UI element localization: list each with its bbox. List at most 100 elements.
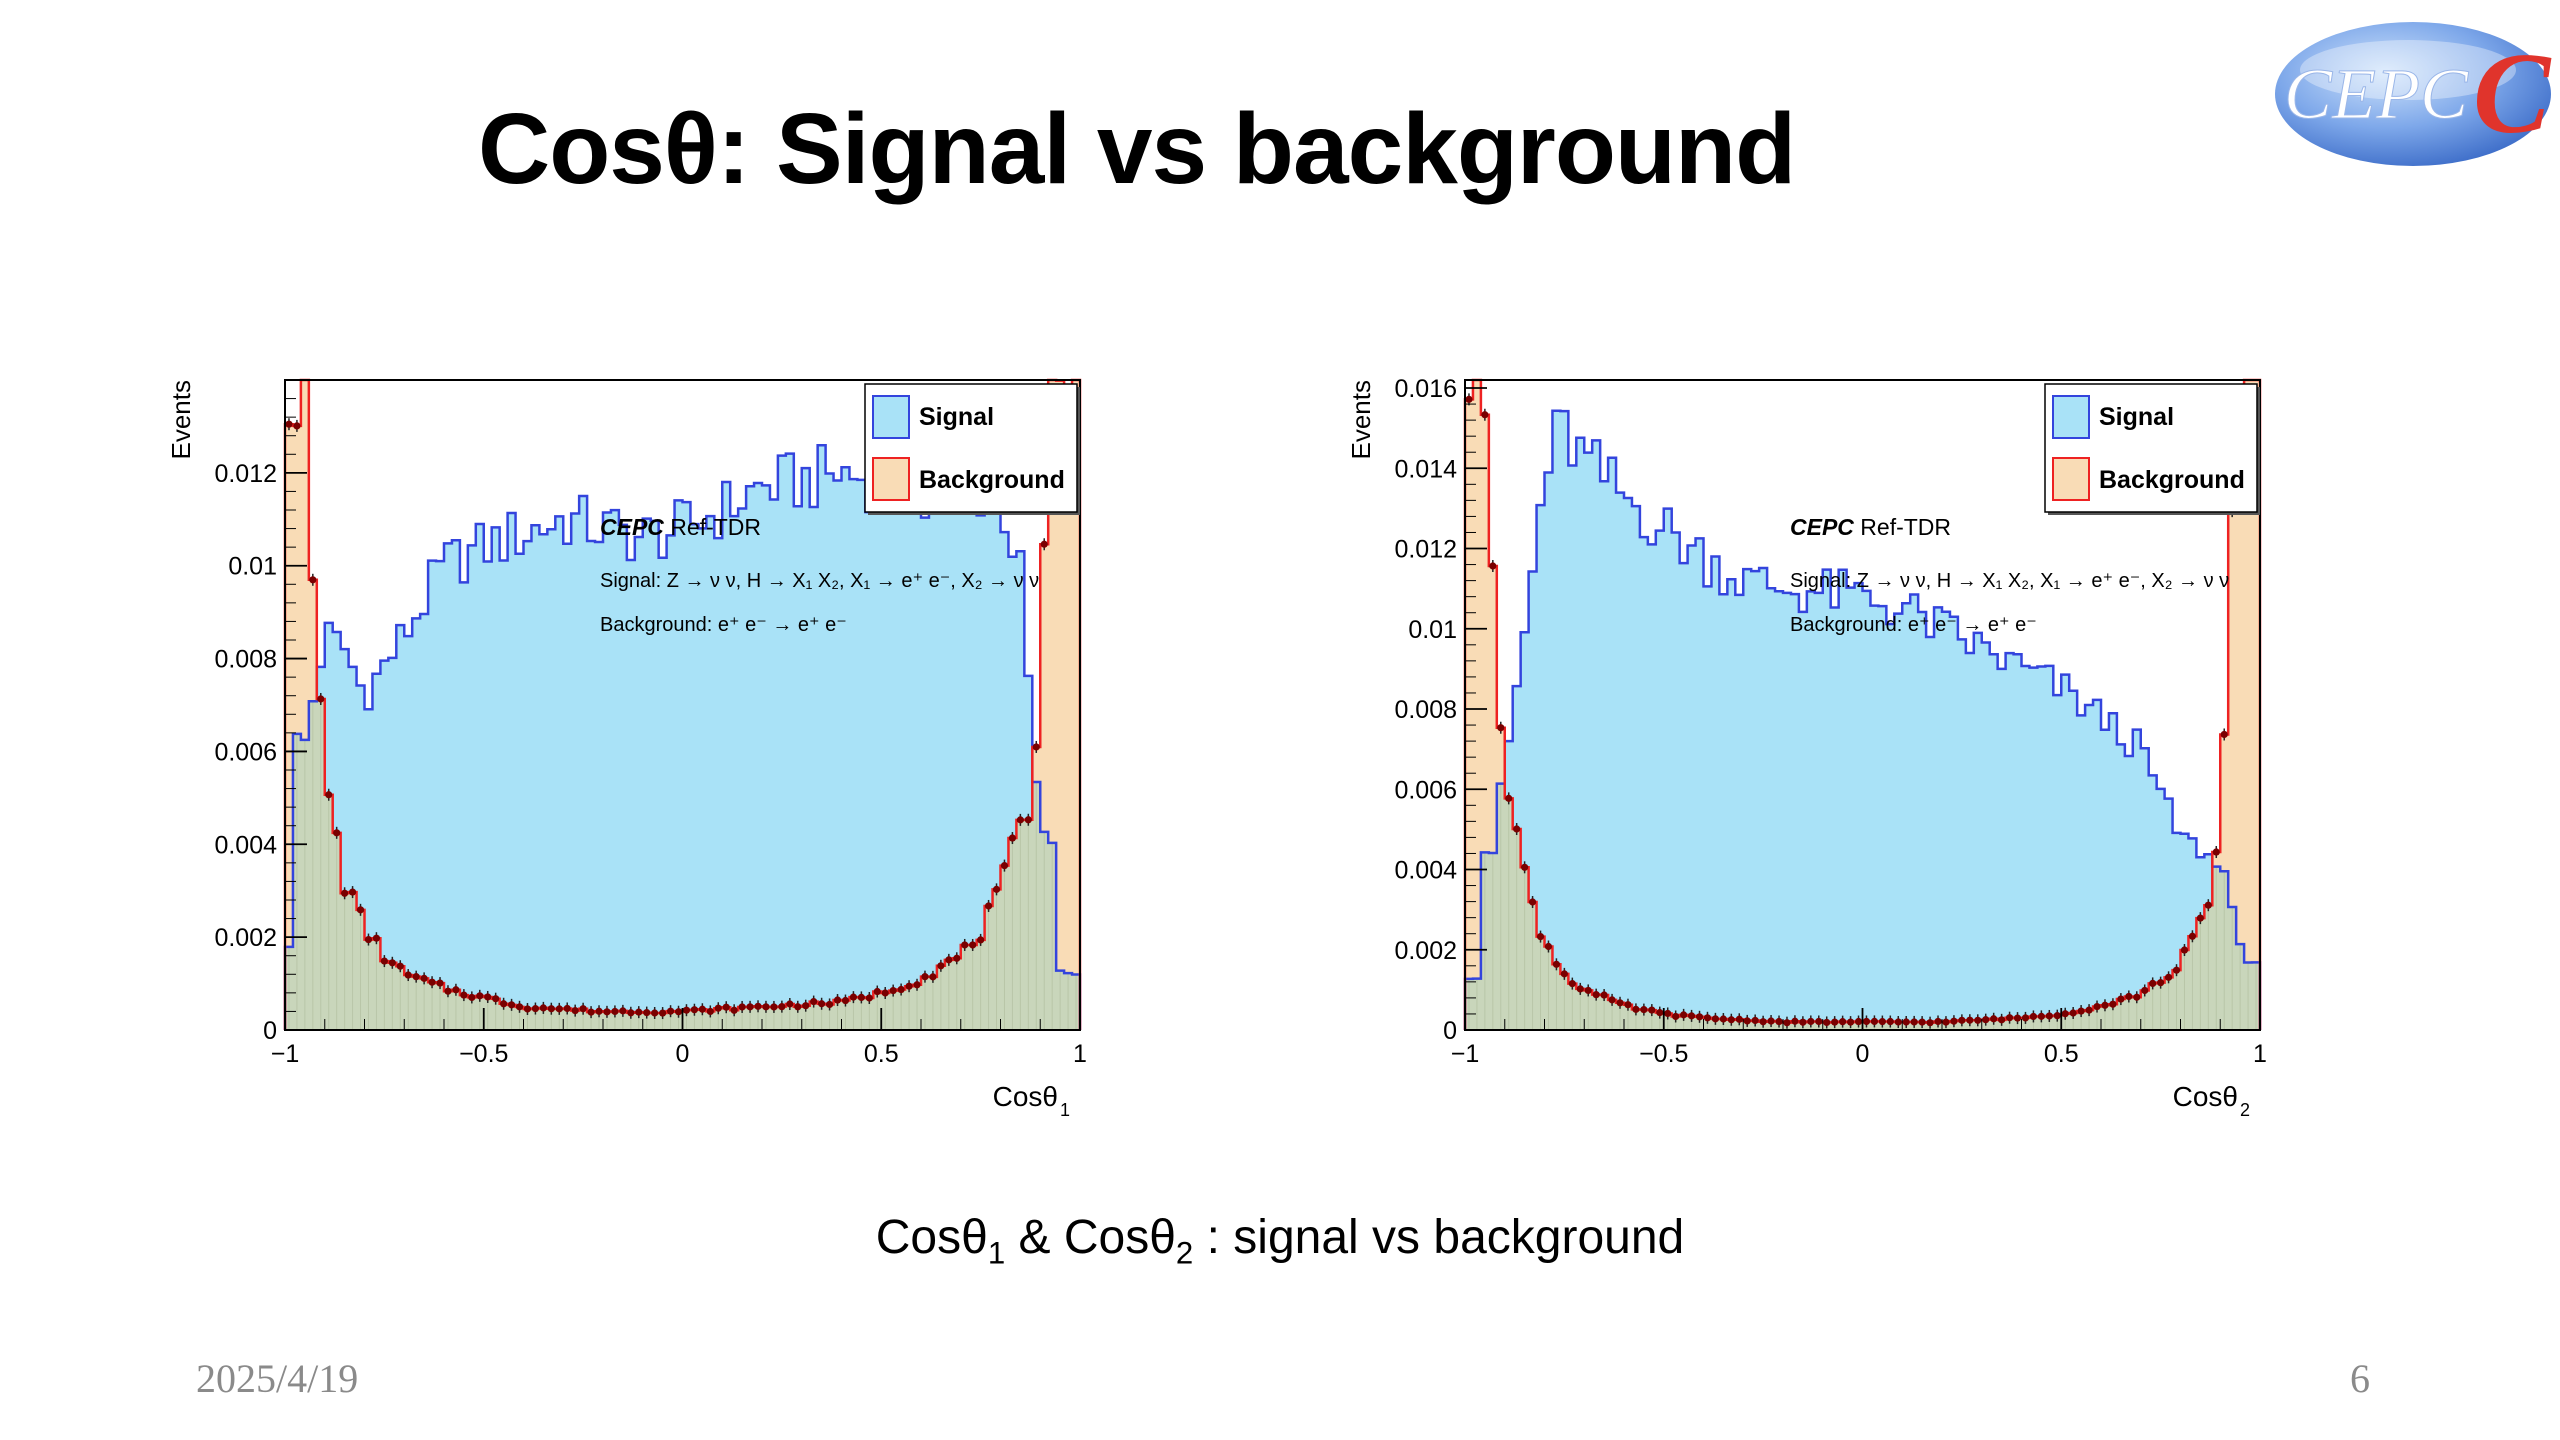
x-tick-label: 0	[676, 1040, 690, 1068]
background-point	[849, 993, 858, 1001]
y-tick-label: 0.006	[214, 738, 277, 766]
background-point	[285, 420, 293, 428]
annotation-brand: CEPC	[1790, 514, 1854, 540]
background-point	[1680, 1011, 1688, 1019]
annotation-brand: CEPC	[600, 514, 664, 540]
y-axis-title: Events	[1346, 380, 1376, 460]
background-point	[468, 993, 476, 1002]
background-point	[1862, 1017, 1871, 1026]
background-point	[388, 959, 396, 967]
background-point	[444, 987, 452, 995]
background-point	[1024, 816, 1032, 824]
background-point	[1656, 1009, 1664, 1017]
page-number: 6	[2350, 1356, 2370, 1401]
background-point	[1823, 1018, 1831, 1027]
background-point	[1751, 1016, 1759, 1025]
background-point	[1942, 1018, 1950, 1026]
background-point	[1568, 980, 1576, 988]
background-point	[2005, 1014, 2014, 1022]
background-point	[2164, 973, 2173, 981]
background-point	[762, 1003, 770, 1011]
background-point	[2196, 914, 2204, 922]
background-point	[1608, 996, 1616, 1004]
x-tick-label: 0.5	[2044, 1040, 2079, 1068]
background-point	[1743, 1017, 1751, 1025]
y-tick-label: 0.014	[1394, 455, 1457, 483]
background-point	[674, 1008, 683, 1016]
background-point	[1974, 1016, 1982, 1024]
background-point	[492, 995, 500, 1003]
background-point	[1799, 1018, 1807, 1026]
caption-sub-2: 2	[1175, 1235, 1194, 1271]
background-point	[897, 985, 905, 994]
x-tick-label: 1	[2253, 1040, 2267, 1068]
background-point	[396, 962, 404, 970]
y-tick-label: 0.008	[214, 646, 277, 674]
background-point	[412, 973, 420, 981]
svg-text:C: C	[2473, 30, 2552, 158]
background-point	[1926, 1019, 1934, 1027]
background-point	[825, 1000, 834, 1009]
background-point	[881, 989, 889, 997]
background-point	[977, 936, 985, 944]
background-point	[460, 991, 468, 999]
background-point	[2037, 1012, 2045, 1020]
annotation-tag: Ref-TDR	[664, 514, 761, 540]
background-point	[635, 1008, 643, 1016]
background-point	[293, 422, 301, 430]
background-point	[778, 1003, 786, 1011]
background-point	[372, 934, 381, 942]
background-point	[1513, 825, 1521, 833]
annotations: CEPC Ref-TDR Signal: Z → ν ν, H → X₁ X₂, …	[1790, 514, 2229, 636]
x-tick-label: −1	[271, 1040, 300, 1068]
background-point	[587, 1008, 595, 1016]
overlap-area	[285, 698, 1080, 1030]
background-point	[523, 1005, 532, 1013]
y-tick-label: 0.01	[1408, 616, 1457, 644]
background-point	[1648, 1006, 1656, 1014]
x-axis-title: Cosθ	[993, 1081, 1058, 1112]
background-point	[1783, 1019, 1791, 1027]
annotation-signal-process: Signal: Z → ν ν, H → X₁ X₂, X₁ → e⁺ e⁻, …	[1790, 570, 2229, 592]
background-point	[1775, 1017, 1783, 1026]
background-point	[833, 996, 842, 1004]
background-point	[507, 1001, 516, 1009]
background-point	[1735, 1015, 1743, 1023]
background-point	[1767, 1017, 1775, 1025]
histogram-cos-theta-2: 0 0.002 0.004 0.006 0.008 0.01 0.012 0.014 0.016…	[1300, 360, 2550, 1160]
background-point	[1791, 1017, 1799, 1025]
background-point	[1032, 743, 1040, 751]
background-point	[2172, 966, 2181, 974]
background-point	[1910, 1018, 1918, 1026]
background-point	[325, 791, 333, 799]
legend: Signal Background	[864, 383, 1080, 515]
background-point	[1886, 1017, 1894, 1026]
background-point	[436, 979, 444, 987]
x-axis-title-text: Cosθ	[993, 1081, 1058, 1112]
background-point	[484, 993, 492, 1001]
background-point	[1505, 794, 1513, 802]
x-axis: −1 −0.5 0 0.5 1	[1451, 1008, 2267, 1068]
y-axis: 0 0.002 0.004 0.006 0.008 0.01 0.012	[214, 379, 307, 1045]
background-point	[1815, 1017, 1823, 1026]
background-point	[905, 982, 913, 990]
background-point	[1521, 863, 1529, 871]
background-point	[1592, 991, 1600, 999]
background-point	[595, 1007, 603, 1015]
background-point	[2021, 1014, 2030, 1022]
background-point	[659, 1009, 667, 1017]
legend-label-background: Background	[2099, 466, 2245, 494]
background-point	[1560, 970, 1568, 978]
background-point	[1664, 1009, 1672, 1018]
x-tick-label: 0.5	[864, 1040, 899, 1068]
background-point	[1016, 816, 1024, 824]
caption-part-2: & Cosθ	[1005, 1211, 1176, 1264]
x-tick-label: −0.5	[459, 1040, 508, 1068]
background-point	[643, 1009, 651, 1017]
background-point	[1008, 834, 1017, 842]
background-point	[706, 1007, 714, 1016]
background-point	[770, 1003, 778, 1011]
background-point	[1672, 1012, 1680, 1021]
background-point	[873, 987, 881, 996]
background-point	[786, 1000, 794, 1008]
